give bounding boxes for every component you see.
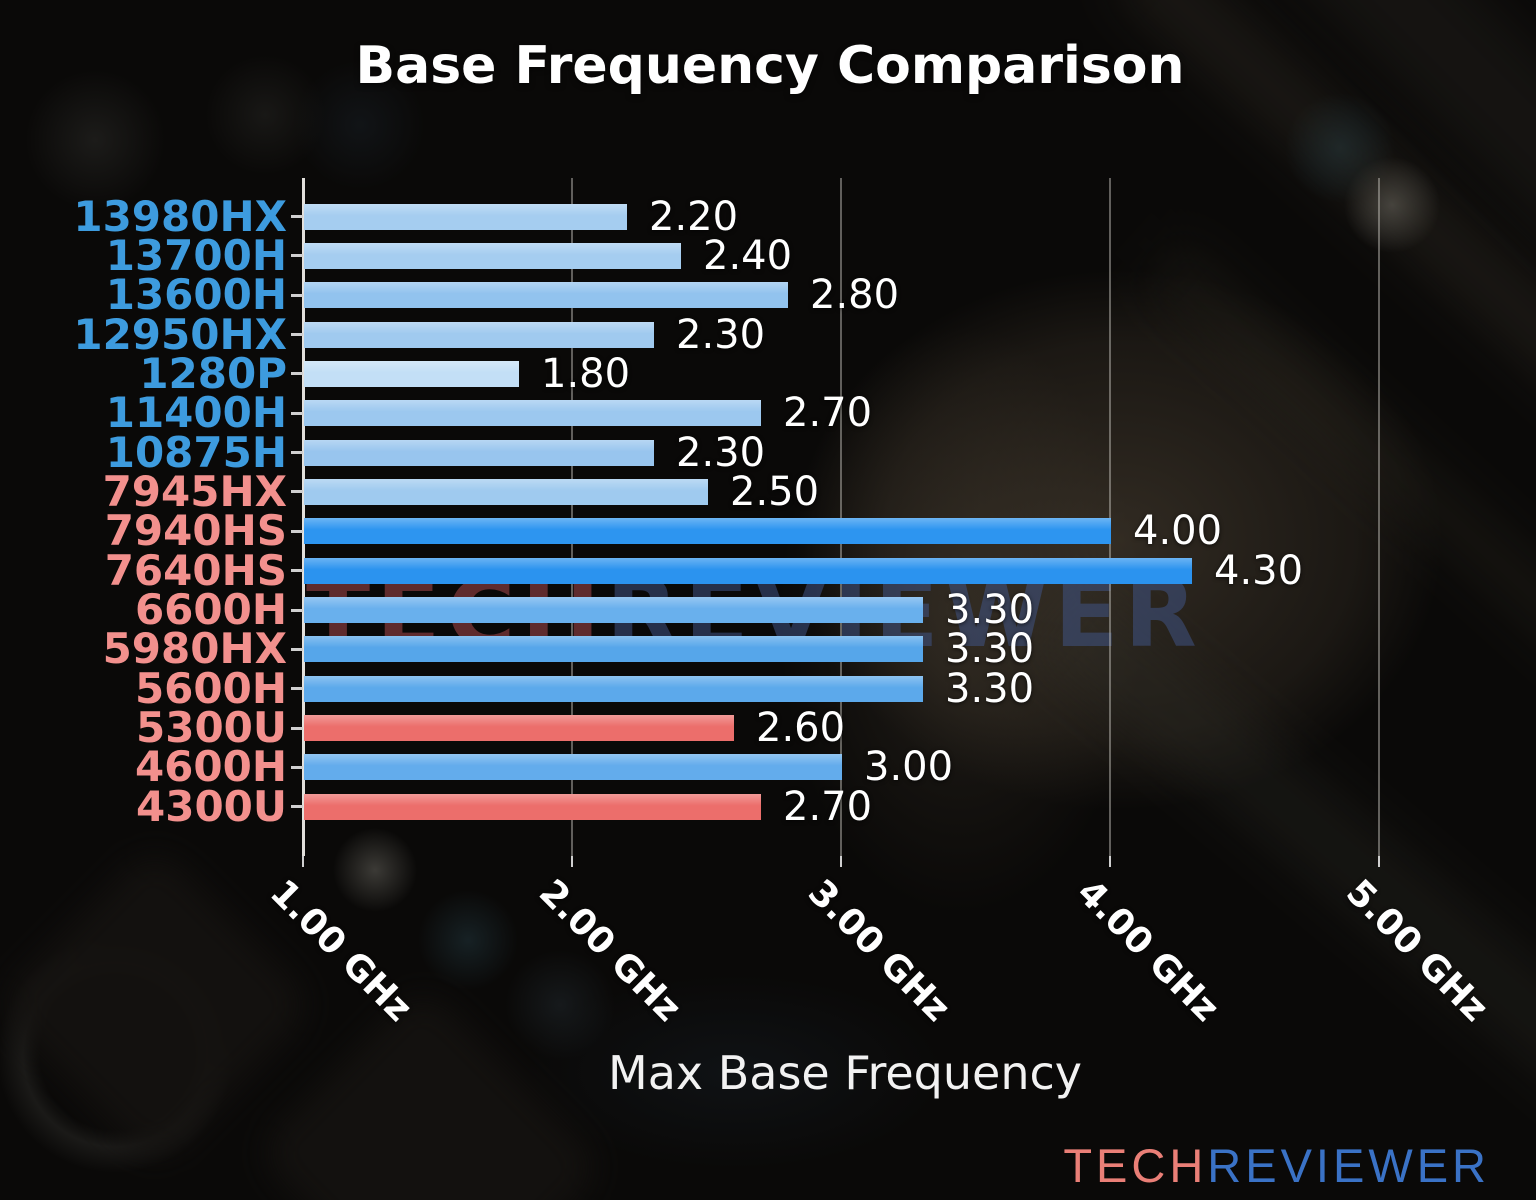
bar [304,754,842,781]
bar-value-label: 3.30 [945,626,1035,673]
y-tick [291,765,303,769]
bar [304,360,519,387]
x-tick [1378,856,1380,867]
category-label: 7640HS [104,545,287,595]
y-tick [291,805,303,809]
y-tick [291,687,303,691]
bar-value-label: 4.00 [1133,508,1223,555]
bar-value-label: 1.80 [541,350,631,397]
y-tick [291,490,303,494]
bar [304,282,788,309]
category-label: 10875H [105,427,287,477]
bar [304,597,923,623]
bar [304,636,923,663]
bar-value-label: 2.20 [649,193,739,240]
chart-title: Base Frequency Comparison [355,36,1185,96]
category-label: 5600H [134,663,287,713]
y-tick [291,608,303,612]
x-tick [571,856,573,867]
bar-value-label: 2.50 [730,468,820,515]
bar-value-label: 3.30 [945,587,1035,633]
brand-logo-reviewer: REVIEWER [1207,1139,1490,1192]
category-label: 13600H [105,270,287,320]
bar-value-label: 2.30 [676,311,766,358]
x-tick [302,856,304,867]
y-tick [291,254,303,258]
brand-logo: TECHREVIEWER [1063,1138,1490,1193]
bar-value-label: 4.30 [1214,547,1304,594]
bar [304,675,923,702]
bar [304,242,681,269]
category-label: 13980HX [73,191,287,241]
y-tick [291,215,303,218]
bar [304,439,654,466]
bar [304,478,708,505]
category-label: 7945HX [102,466,287,516]
bar [304,518,1111,545]
y-tick [291,411,303,415]
bar-value-label: 2.80 [810,272,900,319]
bar [304,715,734,742]
gridline [1109,178,1111,856]
y-tick [291,372,303,376]
bar-value-label: 3.30 [945,665,1035,712]
category-label: 7940HS [104,506,287,556]
x-tick [1109,856,1111,867]
y-tick [291,293,303,297]
gridline [1378,178,1380,856]
category-label: 4600H [134,742,287,792]
category-label: 1280P [139,348,287,398]
bar-value-label: 2.70 [783,783,873,830]
category-label: 13700H [105,230,287,280]
brand-logo-tech: TECH [1063,1139,1208,1192]
bar-value-label: 2.40 [703,232,793,279]
bar [304,793,761,820]
gridline [571,178,573,856]
y-tick [291,451,303,455]
y-tick [291,726,303,730]
y-axis-line [302,178,305,856]
bar-value-label: 2.70 [783,390,873,437]
y-tick [291,647,303,651]
category-label: 12950HX [73,309,287,359]
gridline [840,178,842,856]
category-label: 5300U [136,703,287,753]
bar-value-label: 2.30 [676,429,766,476]
bar-value-label: 2.60 [756,705,846,752]
category-label: 4300U [136,781,287,831]
category-label: 5980HX [102,624,287,674]
category-label: 11400H [105,388,287,438]
category-label: 6600H [134,585,287,634]
bar [304,400,761,427]
y-tick [291,529,303,533]
x-axis-title: Max Base Frequency [608,1046,1082,1100]
y-tick [291,569,303,573]
bar [304,321,654,348]
x-tick [840,856,842,867]
y-tick [291,333,303,337]
bar [304,203,627,230]
bar [304,557,1192,584]
bar-value-label: 3.00 [864,744,954,791]
